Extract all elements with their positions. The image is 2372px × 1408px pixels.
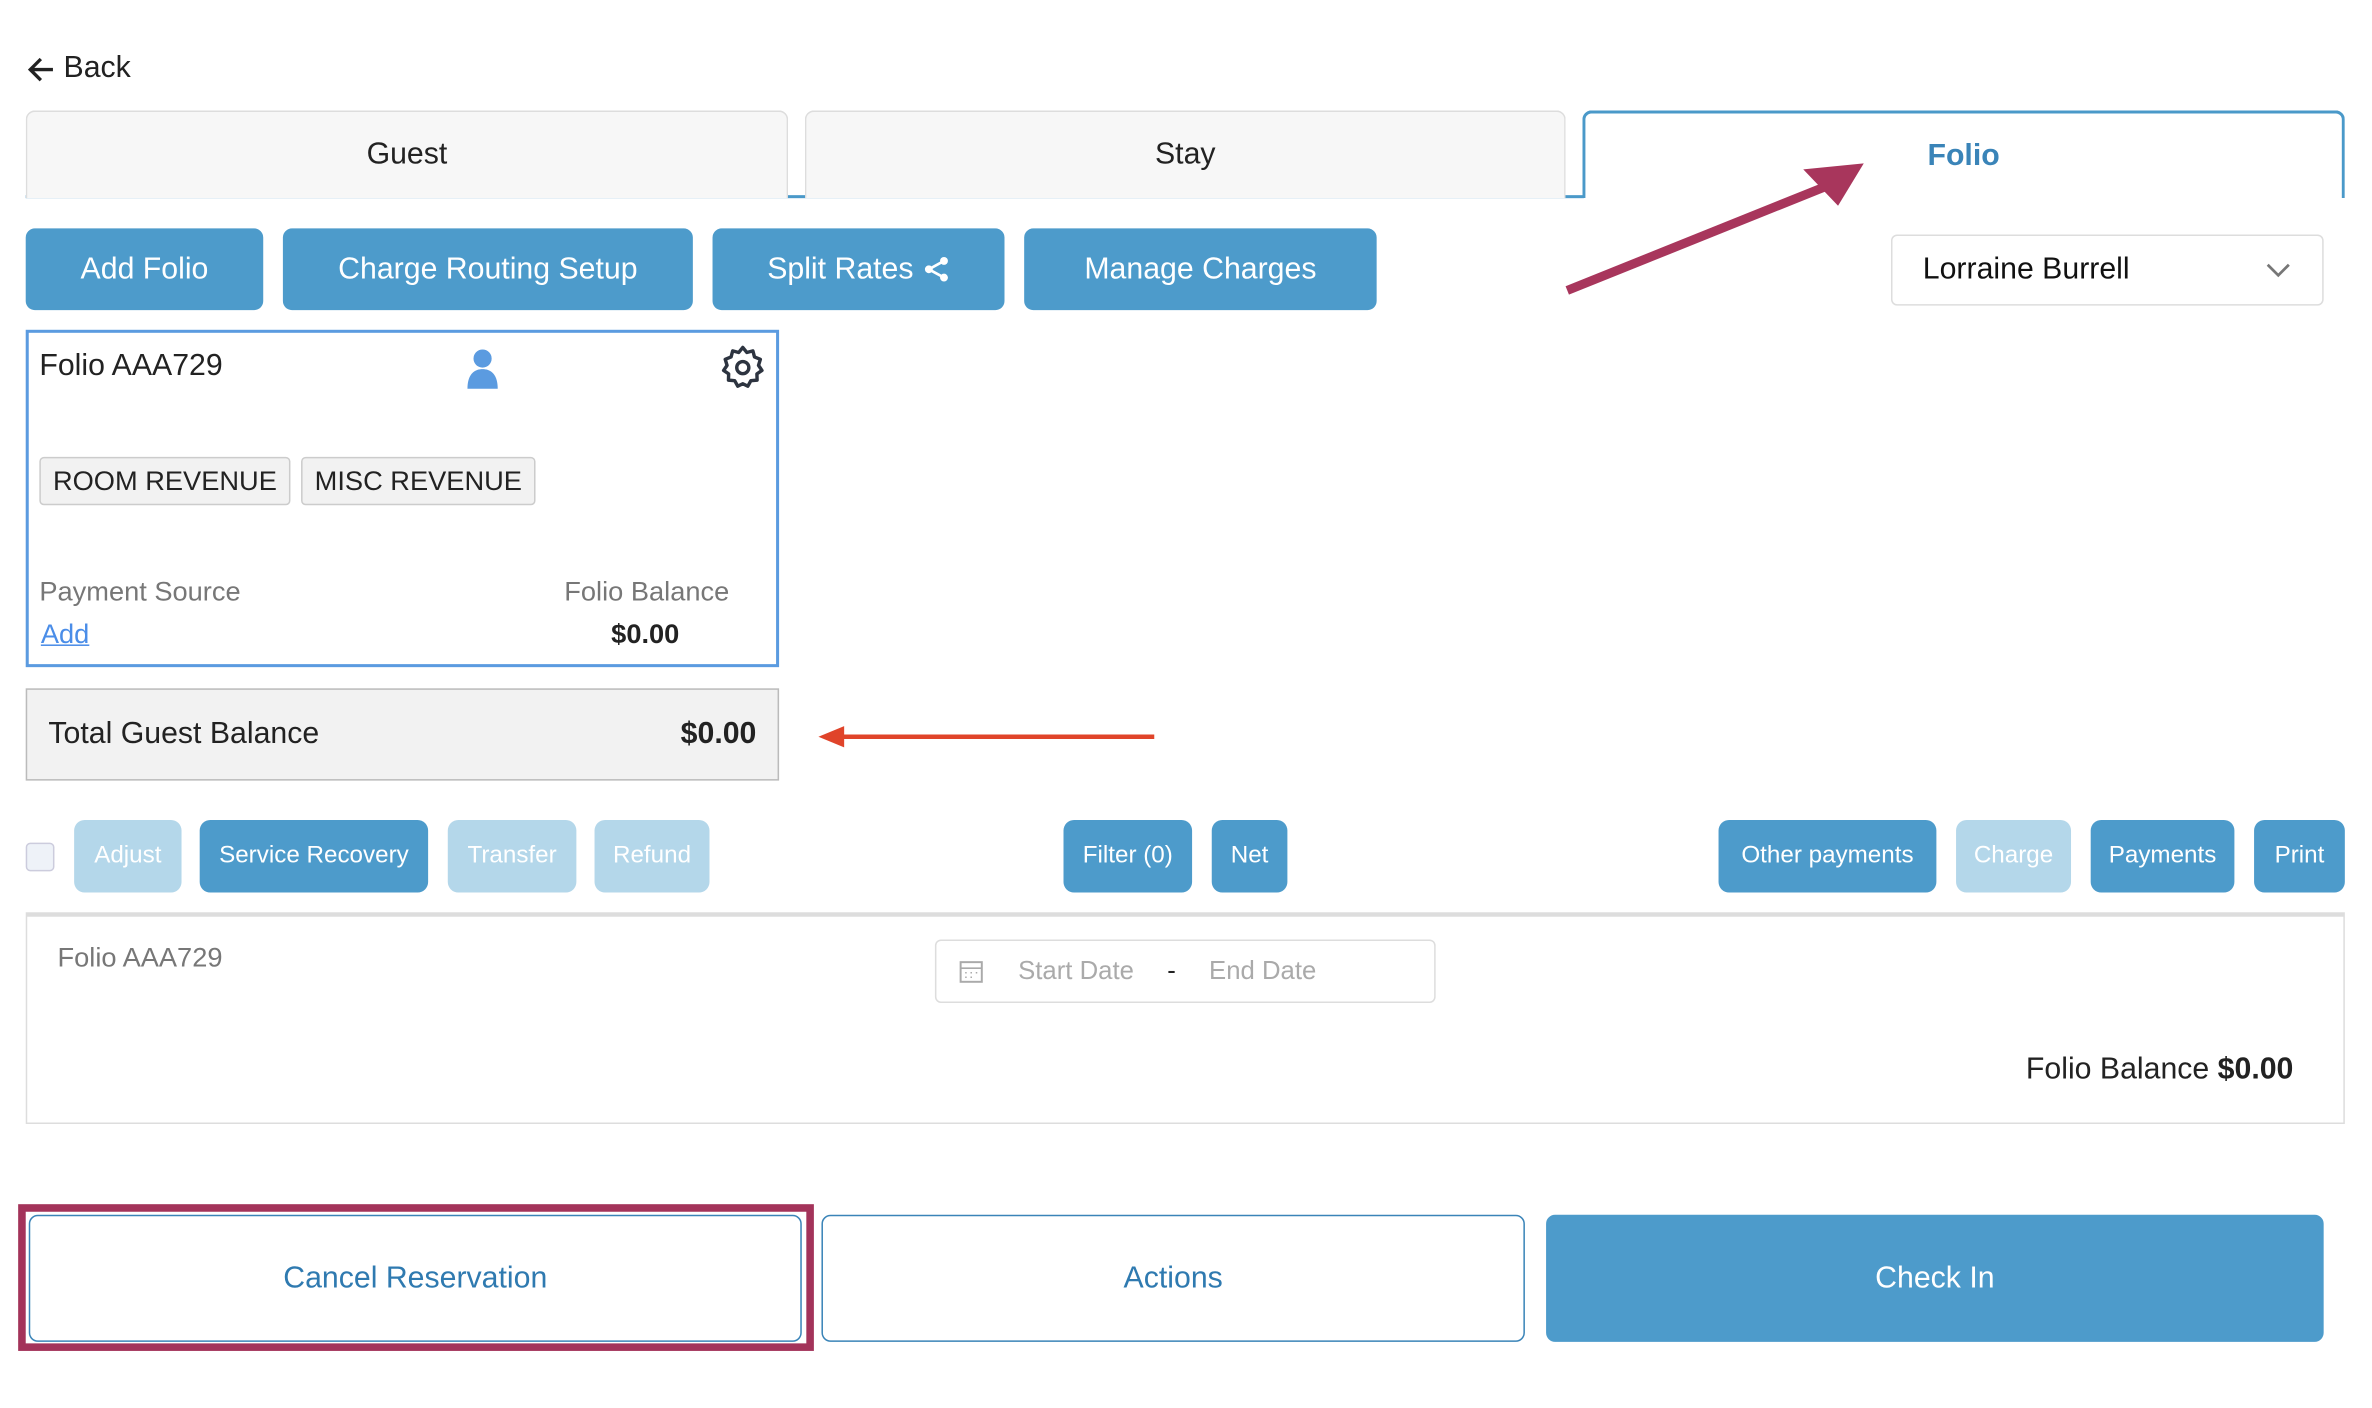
select-all-checkbox[interactable]: [25, 842, 55, 872]
folio-transactions-panel: Folio AAA729 Start Date - End Date Folio…: [25, 912, 2345, 1125]
start-date-input[interactable]: Start Date: [1018, 956, 1134, 985]
date-range-picker[interactable]: Start Date - End Date: [934, 939, 1436, 1003]
guest-select[interactable]: Lorraine Burrell: [1891, 234, 2324, 306]
folio-balance-label: Folio Balance: [564, 576, 730, 607]
charge-routing-setup-button[interactable]: Charge Routing Setup: [282, 228, 693, 311]
transfer-button[interactable]: Transfer: [447, 819, 577, 893]
service-recovery-button[interactable]: Service Recovery: [199, 819, 429, 893]
tab-folio[interactable]: Folio: [1582, 110, 2345, 199]
annotation-arrow-red: [818, 726, 1155, 748]
button-label: Split Rates: [767, 251, 914, 286]
back-label: Back: [63, 51, 131, 85]
gear-icon[interactable]: [719, 343, 767, 391]
button-label: Manage Charges: [1084, 251, 1317, 286]
tab-stay[interactable]: Stay: [804, 110, 1566, 199]
charge-button[interactable]: Charge: [1956, 819, 2072, 893]
panel-balance-label: Folio Balance: [2025, 1052, 2210, 1087]
add-folio-button[interactable]: Add Folio: [25, 228, 264, 311]
share-icon: [924, 257, 948, 282]
cancel-reservation-button[interactable]: Cancel Reservation: [28, 1214, 802, 1342]
arrow-left-icon: [27, 57, 53, 81]
annotation-highlight-box: [18, 1204, 814, 1351]
manage-charges-button[interactable]: Manage Charges: [1024, 228, 1377, 311]
calendar-icon: [959, 961, 983, 983]
button-label: Add Folio: [80, 251, 209, 286]
chevron-down-icon: [2266, 263, 2290, 277]
select-value: Lorraine Burrell: [1922, 252, 2130, 286]
actions-button[interactable]: Actions: [821, 1214, 1525, 1342]
tag-room-revenue: ROOM REVENUE: [39, 456, 291, 506]
net-button[interactable]: Net: [1211, 819, 1288, 893]
panel-folio-balance: Folio Balance $0.00: [2026, 1053, 2293, 1088]
panel-balance-value: $0.00: [2217, 1052, 2294, 1087]
annotation-arrow-magenta: [1565, 163, 1864, 295]
filter-button[interactable]: Filter (0): [1063, 819, 1193, 893]
folio-title: Folio AAA729: [39, 349, 223, 383]
split-rates-button[interactable]: Split Rates: [712, 228, 1005, 311]
print-button[interactable]: Print: [2254, 819, 2345, 893]
total-value: $0.00: [680, 717, 757, 751]
button-label: Charge Routing Setup: [338, 251, 638, 286]
add-payment-source-link[interactable]: Add: [40, 618, 90, 649]
tab-label: Stay: [1154, 137, 1216, 171]
tab-guest[interactable]: Guest: [25, 110, 789, 199]
tab-label: Folio: [1927, 138, 2000, 172]
folio-balance-value: $0.00: [611, 618, 680, 649]
payments-button[interactable]: Payments: [2090, 819, 2235, 893]
payment-source-label: Payment Source: [39, 576, 241, 607]
tab-label: Guest: [366, 137, 448, 171]
check-in-button[interactable]: Check In: [1546, 1214, 2324, 1342]
tag-misc-revenue: MISC REVENUE: [301, 456, 536, 506]
end-date-input[interactable]: End Date: [1209, 956, 1317, 985]
adjust-button[interactable]: Adjust: [74, 819, 182, 893]
user-icon[interactable]: [464, 346, 500, 391]
panel-folio-title: Folio AAA729: [57, 942, 223, 973]
refund-button[interactable]: Refund: [594, 819, 710, 893]
back-link[interactable]: Back: [27, 51, 131, 86]
date-separator: -: [1167, 956, 1176, 985]
other-payments-button[interactable]: Other payments: [1718, 819, 1937, 893]
total-guest-balance: Total Guest Balance $0.00: [25, 688, 780, 781]
total-label: Total Guest Balance: [48, 717, 320, 751]
folio-card[interactable]: Folio AAA729 ROOM REVENUE MISC REVENUE P…: [25, 329, 780, 668]
